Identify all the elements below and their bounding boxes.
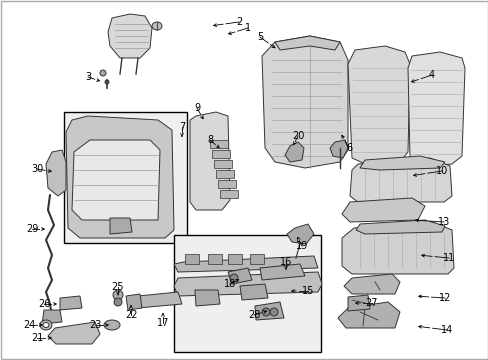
Ellipse shape bbox=[43, 323, 49, 328]
Text: 12: 12 bbox=[438, 293, 450, 303]
Polygon shape bbox=[343, 274, 399, 294]
Polygon shape bbox=[72, 140, 160, 220]
Text: 23: 23 bbox=[89, 320, 101, 330]
Text: 30: 30 bbox=[31, 164, 43, 174]
Polygon shape bbox=[212, 150, 229, 158]
Ellipse shape bbox=[100, 70, 106, 76]
Text: 10: 10 bbox=[435, 166, 447, 176]
Text: 9: 9 bbox=[194, 103, 200, 113]
Polygon shape bbox=[216, 170, 234, 178]
Text: 21: 21 bbox=[31, 333, 43, 343]
Text: 16: 16 bbox=[279, 257, 291, 267]
Text: 5: 5 bbox=[256, 32, 263, 42]
Polygon shape bbox=[108, 14, 152, 58]
Polygon shape bbox=[249, 254, 264, 264]
Polygon shape bbox=[130, 292, 182, 308]
Polygon shape bbox=[220, 190, 238, 198]
Polygon shape bbox=[42, 310, 62, 324]
Ellipse shape bbox=[113, 290, 123, 300]
Polygon shape bbox=[218, 180, 236, 188]
Polygon shape bbox=[60, 296, 82, 310]
Polygon shape bbox=[274, 36, 339, 50]
Text: 13: 13 bbox=[437, 217, 449, 227]
Ellipse shape bbox=[229, 274, 238, 282]
Ellipse shape bbox=[104, 320, 120, 330]
Polygon shape bbox=[209, 140, 227, 148]
Text: 15: 15 bbox=[301, 286, 314, 296]
Polygon shape bbox=[262, 36, 347, 168]
Polygon shape bbox=[184, 254, 199, 264]
Polygon shape bbox=[190, 112, 229, 210]
Ellipse shape bbox=[105, 80, 109, 84]
Text: 24: 24 bbox=[23, 320, 35, 330]
Ellipse shape bbox=[114, 298, 122, 306]
Polygon shape bbox=[48, 322, 100, 344]
Polygon shape bbox=[341, 222, 453, 274]
Polygon shape bbox=[254, 302, 284, 320]
Polygon shape bbox=[240, 284, 267, 300]
Polygon shape bbox=[337, 302, 399, 328]
Text: 14: 14 bbox=[440, 325, 452, 335]
Polygon shape bbox=[214, 160, 231, 168]
Polygon shape bbox=[207, 254, 222, 264]
Text: 2: 2 bbox=[235, 17, 242, 27]
Text: 6: 6 bbox=[345, 143, 351, 153]
Text: 8: 8 bbox=[206, 135, 213, 145]
Polygon shape bbox=[195, 290, 220, 306]
Polygon shape bbox=[260, 264, 305, 280]
Text: 3: 3 bbox=[85, 72, 91, 82]
Polygon shape bbox=[46, 150, 66, 196]
Text: 11: 11 bbox=[442, 253, 454, 263]
Text: 20: 20 bbox=[291, 131, 304, 141]
Text: 7: 7 bbox=[179, 122, 185, 132]
Polygon shape bbox=[407, 52, 464, 166]
Polygon shape bbox=[349, 158, 451, 202]
Polygon shape bbox=[126, 294, 142, 310]
Polygon shape bbox=[359, 156, 444, 170]
Text: 29: 29 bbox=[26, 224, 38, 234]
Polygon shape bbox=[329, 140, 347, 158]
Text: 17: 17 bbox=[157, 318, 169, 328]
Polygon shape bbox=[66, 116, 174, 238]
Ellipse shape bbox=[269, 308, 278, 316]
Ellipse shape bbox=[262, 308, 269, 316]
Bar bbox=[64, 112, 186, 243]
Polygon shape bbox=[286, 224, 313, 244]
Text: 19: 19 bbox=[295, 241, 307, 251]
Ellipse shape bbox=[152, 22, 162, 30]
Polygon shape bbox=[341, 198, 424, 222]
Ellipse shape bbox=[40, 320, 52, 330]
Text: 27: 27 bbox=[365, 298, 378, 308]
Text: 25: 25 bbox=[112, 282, 124, 292]
Polygon shape bbox=[227, 254, 242, 264]
Text: 28: 28 bbox=[247, 310, 260, 320]
Bar bbox=[174, 235, 320, 352]
Polygon shape bbox=[347, 295, 369, 311]
Polygon shape bbox=[174, 272, 321, 296]
Polygon shape bbox=[110, 218, 132, 234]
Polygon shape bbox=[347, 46, 409, 166]
Text: 26: 26 bbox=[38, 299, 50, 309]
Polygon shape bbox=[285, 142, 304, 162]
Text: 4: 4 bbox=[428, 70, 434, 80]
Text: 18: 18 bbox=[224, 279, 236, 289]
Polygon shape bbox=[355, 220, 444, 234]
Text: 1: 1 bbox=[244, 23, 250, 33]
Polygon shape bbox=[227, 268, 251, 284]
Polygon shape bbox=[174, 256, 317, 272]
Text: 22: 22 bbox=[124, 310, 137, 320]
